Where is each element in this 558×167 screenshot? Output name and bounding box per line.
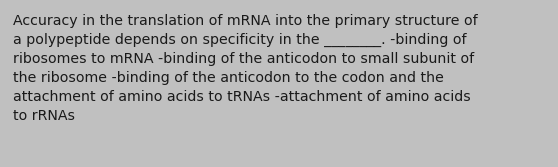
Text: Accuracy in the translation of mRNA into the primary structure of
a polypeptide : Accuracy in the translation of mRNA into… — [13, 14, 478, 123]
